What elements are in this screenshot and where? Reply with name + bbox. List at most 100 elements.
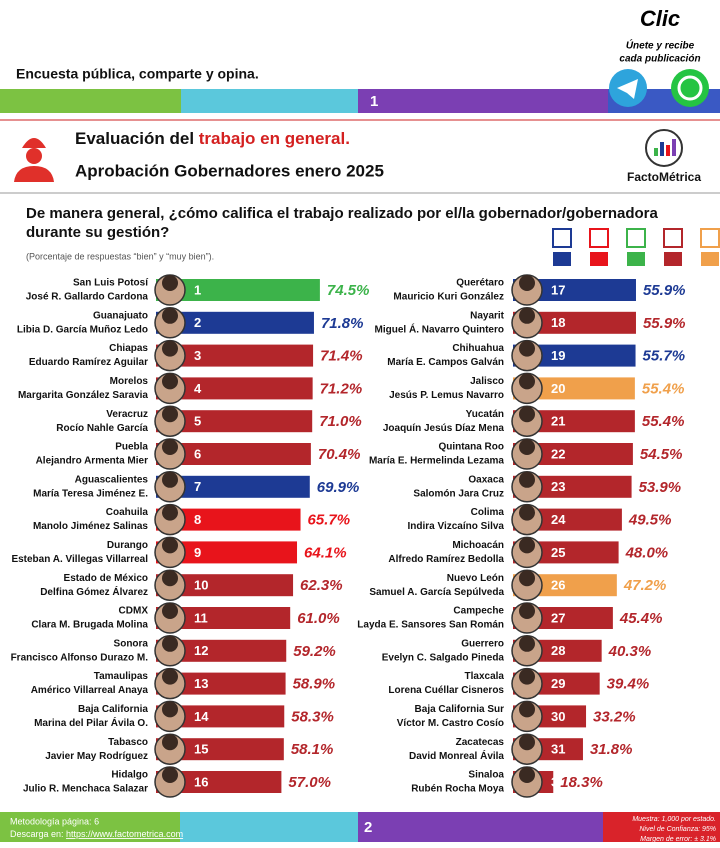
governor: Salomón Jara Cruz [413,488,504,499]
value-label: 62.3% [300,577,343,594]
avatar-hair [162,635,178,652]
avatar-hair [519,570,535,587]
bar [156,508,301,531]
state: CDMX [119,606,149,617]
rank: 3 [194,348,201,363]
value-label: 59.2% [293,643,336,660]
rank: 14 [194,709,209,724]
rank: 17 [551,282,565,297]
rank: 12 [194,643,208,658]
bar [513,410,635,433]
question: durante su gestión? [26,224,169,241]
value-label: 54.5% [640,446,683,463]
value-label: 74.5% [327,282,370,299]
avatar-hair [519,439,535,455]
value-label: 55.7% [643,348,686,365]
url[interactable]: https://www.factometrica.com [66,829,183,839]
clic-line: cada publicación [619,54,700,65]
avatar-hair [162,406,178,423]
legend-swatch [553,252,571,266]
governor: Margarita González Saravia [18,390,148,401]
rank: 20 [551,381,565,396]
bar [156,672,286,695]
avatar-hair [519,471,535,488]
state: Sonora [114,638,149,649]
governor: Mauricio Kuri González [393,292,504,303]
bar [156,311,314,334]
title-prefix: Evaluación del [75,129,199,148]
state: Coahuila [106,507,149,518]
strip [0,89,181,113]
rank: 8 [194,512,201,527]
governor: Rocío Nahle García [56,423,148,434]
governor: Joaquín Jesús Díaz Mena [383,423,505,434]
avatar-hair [162,307,178,324]
governor: Samuel A. García Sepúlveda [369,587,504,598]
value-label: 47.2% [623,577,667,594]
whatsapp-glyph [677,75,703,101]
page-number: 1 [370,93,378,110]
state: Chiapas [109,343,148,354]
legend-swatch [590,252,608,266]
governor: María E. Hermelinda Lezama [369,456,504,467]
avatar-hair [162,603,178,619]
governor: Manolo Jiménez Salinas [33,521,148,532]
state: Tabasco [108,737,148,748]
note: (Porcentaje de respuestas “bien” y “muy … [26,251,214,261]
subtitle: Aprobación Gobernadores enero 2025 [75,161,384,180]
rank: 13 [194,676,208,691]
state: Colima [471,507,505,518]
state: Quintana Roo [438,442,504,453]
rank: 30 [551,709,565,724]
value-label: 58.1% [291,741,334,758]
rank: 5 [194,414,201,429]
telegram-glyph [617,79,638,99]
state: Nayarit [470,310,505,321]
rank: 32 [551,774,565,789]
governor: David Monreal Ávila [409,749,504,762]
value-label: 48.0% [625,544,669,561]
avatar-hair [162,668,178,685]
governor: Esteban A. Villegas Villarreal [11,554,148,565]
rank: 7 [194,479,201,494]
avatar-hair [519,734,535,751]
avatar-hair [519,373,535,390]
state: San Luis Potosí [73,278,149,289]
avatar-hair [519,537,535,554]
strip [180,812,358,842]
legend [552,228,720,266]
avatar-hair [519,668,535,685]
rank: 26 [551,578,565,593]
governor: Rubén Rocha Moya [411,784,504,795]
avatar-hair [162,471,178,488]
state: Baja California Sur [415,704,505,715]
title-highlight: trabajo en general. [199,129,350,148]
state: Tamaulipas [94,671,149,682]
value-label: 31.8% [590,741,633,758]
value-label: 65.7% [308,512,351,529]
whatsapp-icon[interactable] [671,69,709,107]
legend-swatch [664,252,682,266]
brand-logo [645,129,683,167]
bar [156,574,294,597]
legend-swatch [627,252,645,266]
avatar-hair [519,340,535,357]
value-label: 33.2% [593,708,636,725]
title: Evaluación del trabajo en general. [75,129,350,148]
governor: María E. Campos Galván [387,357,504,368]
value-label: 39.4% [607,676,650,693]
governor: Layda E. Sansores San Román [357,620,504,631]
avatar-hair [519,406,535,423]
page-number: 2 [364,819,372,836]
avatar-hair [162,701,178,718]
state: Michoacán [452,540,504,551]
state: Chihuahua [452,343,504,354]
governor: José R. Gallardo Cardona [26,292,149,303]
question: De manera general, ¿cómo califica el tra… [26,205,659,222]
rank: 4 [194,381,202,396]
governor: Víctor M. Castro Cosío [397,718,504,729]
state: Estado de México [64,573,148,584]
governor: Evelyn C. Salgado Pineda [382,652,505,663]
rank: 6 [194,446,201,461]
value-label: 55.9% [643,315,686,332]
